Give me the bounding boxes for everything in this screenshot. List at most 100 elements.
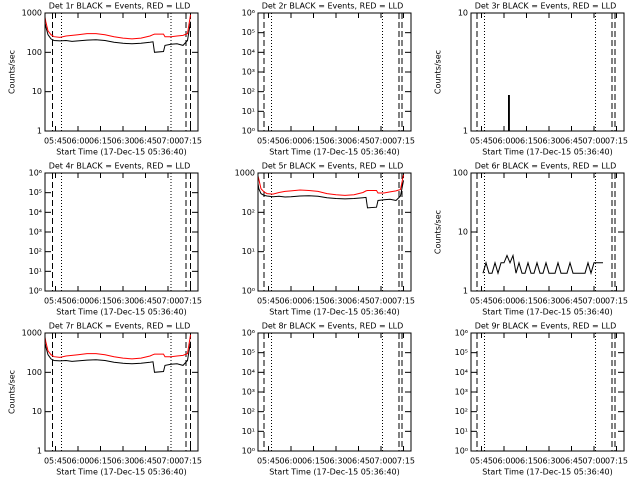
series-line bbox=[45, 334, 191, 360]
y-tick-label: 10¹ bbox=[242, 427, 255, 436]
x-tick-label: 06:45 bbox=[347, 297, 370, 306]
x-tick-label: 06:15 bbox=[89, 137, 112, 146]
y-axis-label: Counts/sec bbox=[434, 50, 443, 94]
y-tick-label: 10¹ bbox=[242, 247, 255, 256]
x-tick-label: 07:15 bbox=[605, 457, 628, 466]
y-tick-label: 1000 bbox=[22, 9, 42, 18]
y-tick-label: 10⁵ bbox=[455, 348, 468, 357]
x-tick-label: 06:00 bbox=[66, 137, 89, 146]
x-tick-label: 06:45 bbox=[134, 137, 157, 146]
panel-title: Det 6r BLACK = Events, RED = LLD bbox=[475, 162, 617, 171]
x-tick-label: 06:30 bbox=[111, 137, 134, 146]
x-tick-label: 07:15 bbox=[179, 457, 202, 466]
x-tick-label: 05:45 bbox=[44, 457, 67, 466]
x-tick-label: 06:30 bbox=[324, 297, 347, 306]
y-tick-label: 10² bbox=[242, 87, 255, 96]
x-axis-label: Start Time (17-Dec-15 05:36:40) bbox=[56, 308, 187, 317]
plot-frame bbox=[257, 12, 412, 132]
x-axis-label: Start Time (17-Dec-15 05:36:40) bbox=[269, 308, 400, 317]
panel-title: Det 3r BLACK = Events, RED = LLD bbox=[475, 2, 617, 11]
x-tick-label: 06:15 bbox=[515, 457, 538, 466]
x-tick-label: 07:15 bbox=[392, 297, 415, 306]
x-tick-label: 05:45 bbox=[257, 297, 280, 306]
y-tick-label: 1 bbox=[37, 127, 42, 136]
y-tick-label: 10¹ bbox=[455, 427, 468, 436]
series-line bbox=[45, 340, 191, 373]
x-tick-label: 06:45 bbox=[347, 137, 370, 146]
x-tick-label: 06:45 bbox=[560, 457, 583, 466]
x-axis-label: Start Time (17-Dec-15 05:36:40) bbox=[269, 148, 400, 157]
x-tick-label: 06:00 bbox=[66, 297, 89, 306]
x-tick-label: 06:00 bbox=[66, 457, 89, 466]
y-tick-label: 100 bbox=[27, 368, 42, 377]
x-tick-label: 07:15 bbox=[392, 457, 415, 466]
x-tick-label: 06:15 bbox=[89, 297, 112, 306]
x-tick-label: 06:45 bbox=[134, 457, 157, 466]
x-tick-label: 05:45 bbox=[470, 137, 493, 146]
y-tick-label: 10³ bbox=[242, 68, 255, 77]
x-tick-label: 06:15 bbox=[515, 137, 538, 146]
y-tick-label: 10⁵ bbox=[242, 348, 255, 357]
x-tick-label: 07:15 bbox=[392, 137, 415, 146]
x-axis-label: Start Time (17-Dec-15 05:36:40) bbox=[56, 148, 187, 157]
y-tick-label: 10⁴ bbox=[242, 368, 255, 377]
y-tick-label: 10 bbox=[458, 9, 468, 18]
y-axis-label: Counts/sec bbox=[8, 50, 17, 94]
panel: Det 7r BLACK = Events, RED = LLD Start Ti… bbox=[8, 322, 203, 477]
y-axis-label: Counts/sec bbox=[434, 210, 443, 254]
series-line bbox=[45, 14, 191, 40]
y-tick-label: 10 bbox=[458, 228, 468, 237]
y-tick-label: 10⁰ bbox=[242, 127, 255, 136]
y-tick-label: 10³ bbox=[455, 388, 468, 397]
y-tick-label: 10⁰ bbox=[242, 447, 255, 456]
plot-frame bbox=[44, 172, 199, 292]
y-tick-label: 10² bbox=[455, 407, 468, 416]
y-tick-label: 10⁴ bbox=[29, 208, 42, 217]
y-tick-label: 10⁶ bbox=[455, 329, 468, 338]
plot-frame bbox=[44, 12, 199, 132]
y-tick-label: 10² bbox=[242, 407, 255, 416]
x-tick-label: 07:15 bbox=[605, 297, 628, 306]
x-tick-label: 07:00 bbox=[582, 297, 605, 306]
y-tick-label: 10⁵ bbox=[242, 28, 255, 37]
y-tick-label: 10² bbox=[29, 247, 42, 256]
y-tick-label: 100 bbox=[27, 48, 42, 57]
x-tick-label: 06:00 bbox=[279, 137, 302, 146]
x-tick-label: 06:45 bbox=[347, 457, 370, 466]
y-tick-label: 10¹ bbox=[242, 107, 255, 116]
x-tick-label: 06:30 bbox=[537, 137, 560, 146]
x-tick-label: 07:00 bbox=[156, 137, 179, 146]
y-tick-label: 10⁵ bbox=[29, 188, 42, 197]
x-tick-label: 07:00 bbox=[582, 457, 605, 466]
y-tick-label: 1 bbox=[463, 287, 468, 296]
panel: Det 2r BLACK = Events, RED = LLD Start Ti… bbox=[242, 2, 415, 157]
x-tick-label: 07:15 bbox=[179, 137, 202, 146]
y-tick-label: 10³ bbox=[242, 388, 255, 397]
x-tick-label: 05:45 bbox=[44, 137, 67, 146]
x-tick-label: 05:45 bbox=[44, 297, 67, 306]
x-tick-label: 06:15 bbox=[302, 297, 325, 306]
series-line bbox=[508, 95, 510, 131]
panel-title: Det 7r BLACK = Events, RED = LLD bbox=[49, 322, 191, 331]
panel-title: Det 1r BLACK = Events, RED = LLD bbox=[49, 2, 191, 11]
y-tick-label: 10⁰ bbox=[455, 447, 468, 456]
y-tick-label: 10³ bbox=[29, 228, 42, 237]
x-axis-label: Start Time (17-Dec-15 05:36:40) bbox=[482, 468, 613, 477]
x-tick-label: 07:00 bbox=[369, 137, 392, 146]
x-tick-label: 06:15 bbox=[302, 457, 325, 466]
x-tick-label: 06:15 bbox=[89, 457, 112, 466]
panel: Det 5r BLACK = Events, RED = LLD Start Ti… bbox=[235, 162, 415, 317]
y-tick-label: 10¹ bbox=[29, 267, 42, 276]
x-axis-label: Start Time (17-Dec-15 05:36:40) bbox=[56, 468, 187, 477]
x-tick-label: 05:45 bbox=[470, 457, 493, 466]
x-tick-label: 06:45 bbox=[560, 297, 583, 306]
x-tick-label: 07:00 bbox=[156, 297, 179, 306]
x-axis-label: Start Time (17-Dec-15 05:36:40) bbox=[482, 148, 613, 157]
x-tick-label: 06:00 bbox=[492, 457, 515, 466]
panel: Det 1r BLACK = Events, RED = LLD Start Ti… bbox=[8, 2, 203, 157]
plot-frame bbox=[44, 332, 199, 452]
x-tick-label: 07:00 bbox=[369, 297, 392, 306]
series-line bbox=[258, 180, 404, 209]
